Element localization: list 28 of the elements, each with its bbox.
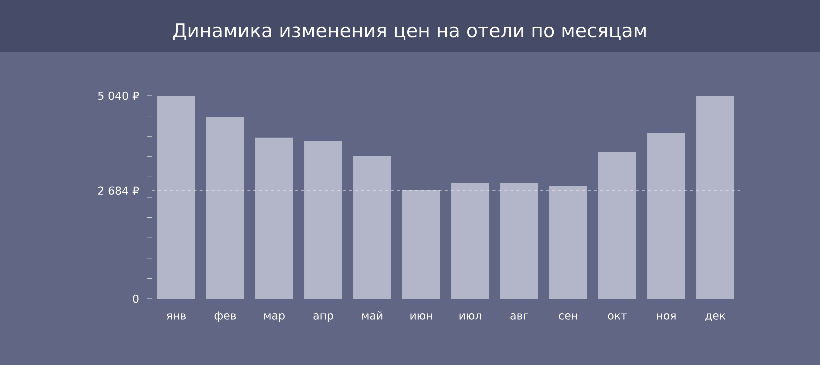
x-tick-label: июн	[410, 314, 432, 320]
x-tick-label: июл	[460, 314, 482, 320]
bar	[598, 152, 637, 299]
bar	[354, 156, 392, 299]
bar	[696, 96, 735, 299]
x-tick-label: янв	[167, 314, 186, 320]
x-tick-label: ноя	[657, 314, 676, 320]
bar	[206, 116, 245, 299]
bar	[452, 182, 490, 299]
bar	[402, 190, 441, 299]
bar	[256, 138, 294, 299]
x-tick-label: окт	[608, 314, 628, 320]
y-tick-label: 0	[133, 294, 139, 304]
x-tick-label: апр	[314, 314, 334, 322]
x-tick-label: май	[362, 311, 383, 320]
x-tick-label: дек	[706, 314, 726, 322]
x-tick-label: мар	[264, 314, 285, 322]
x-tick-label: фев	[214, 312, 236, 322]
bar	[158, 96, 196, 299]
y-tick-label: 5 040 ₽	[98, 92, 140, 100]
x-tick-label: сен	[559, 314, 578, 320]
bar	[304, 141, 343, 299]
bar	[550, 186, 588, 299]
bar	[500, 182, 539, 299]
x-tick-label: авг	[510, 314, 528, 320]
chart-title: Динамика изменения цен на отели по месяцам	[173, 24, 646, 40]
ref-line-label: 2 684 ₽	[98, 186, 140, 196]
bar	[648, 133, 686, 299]
